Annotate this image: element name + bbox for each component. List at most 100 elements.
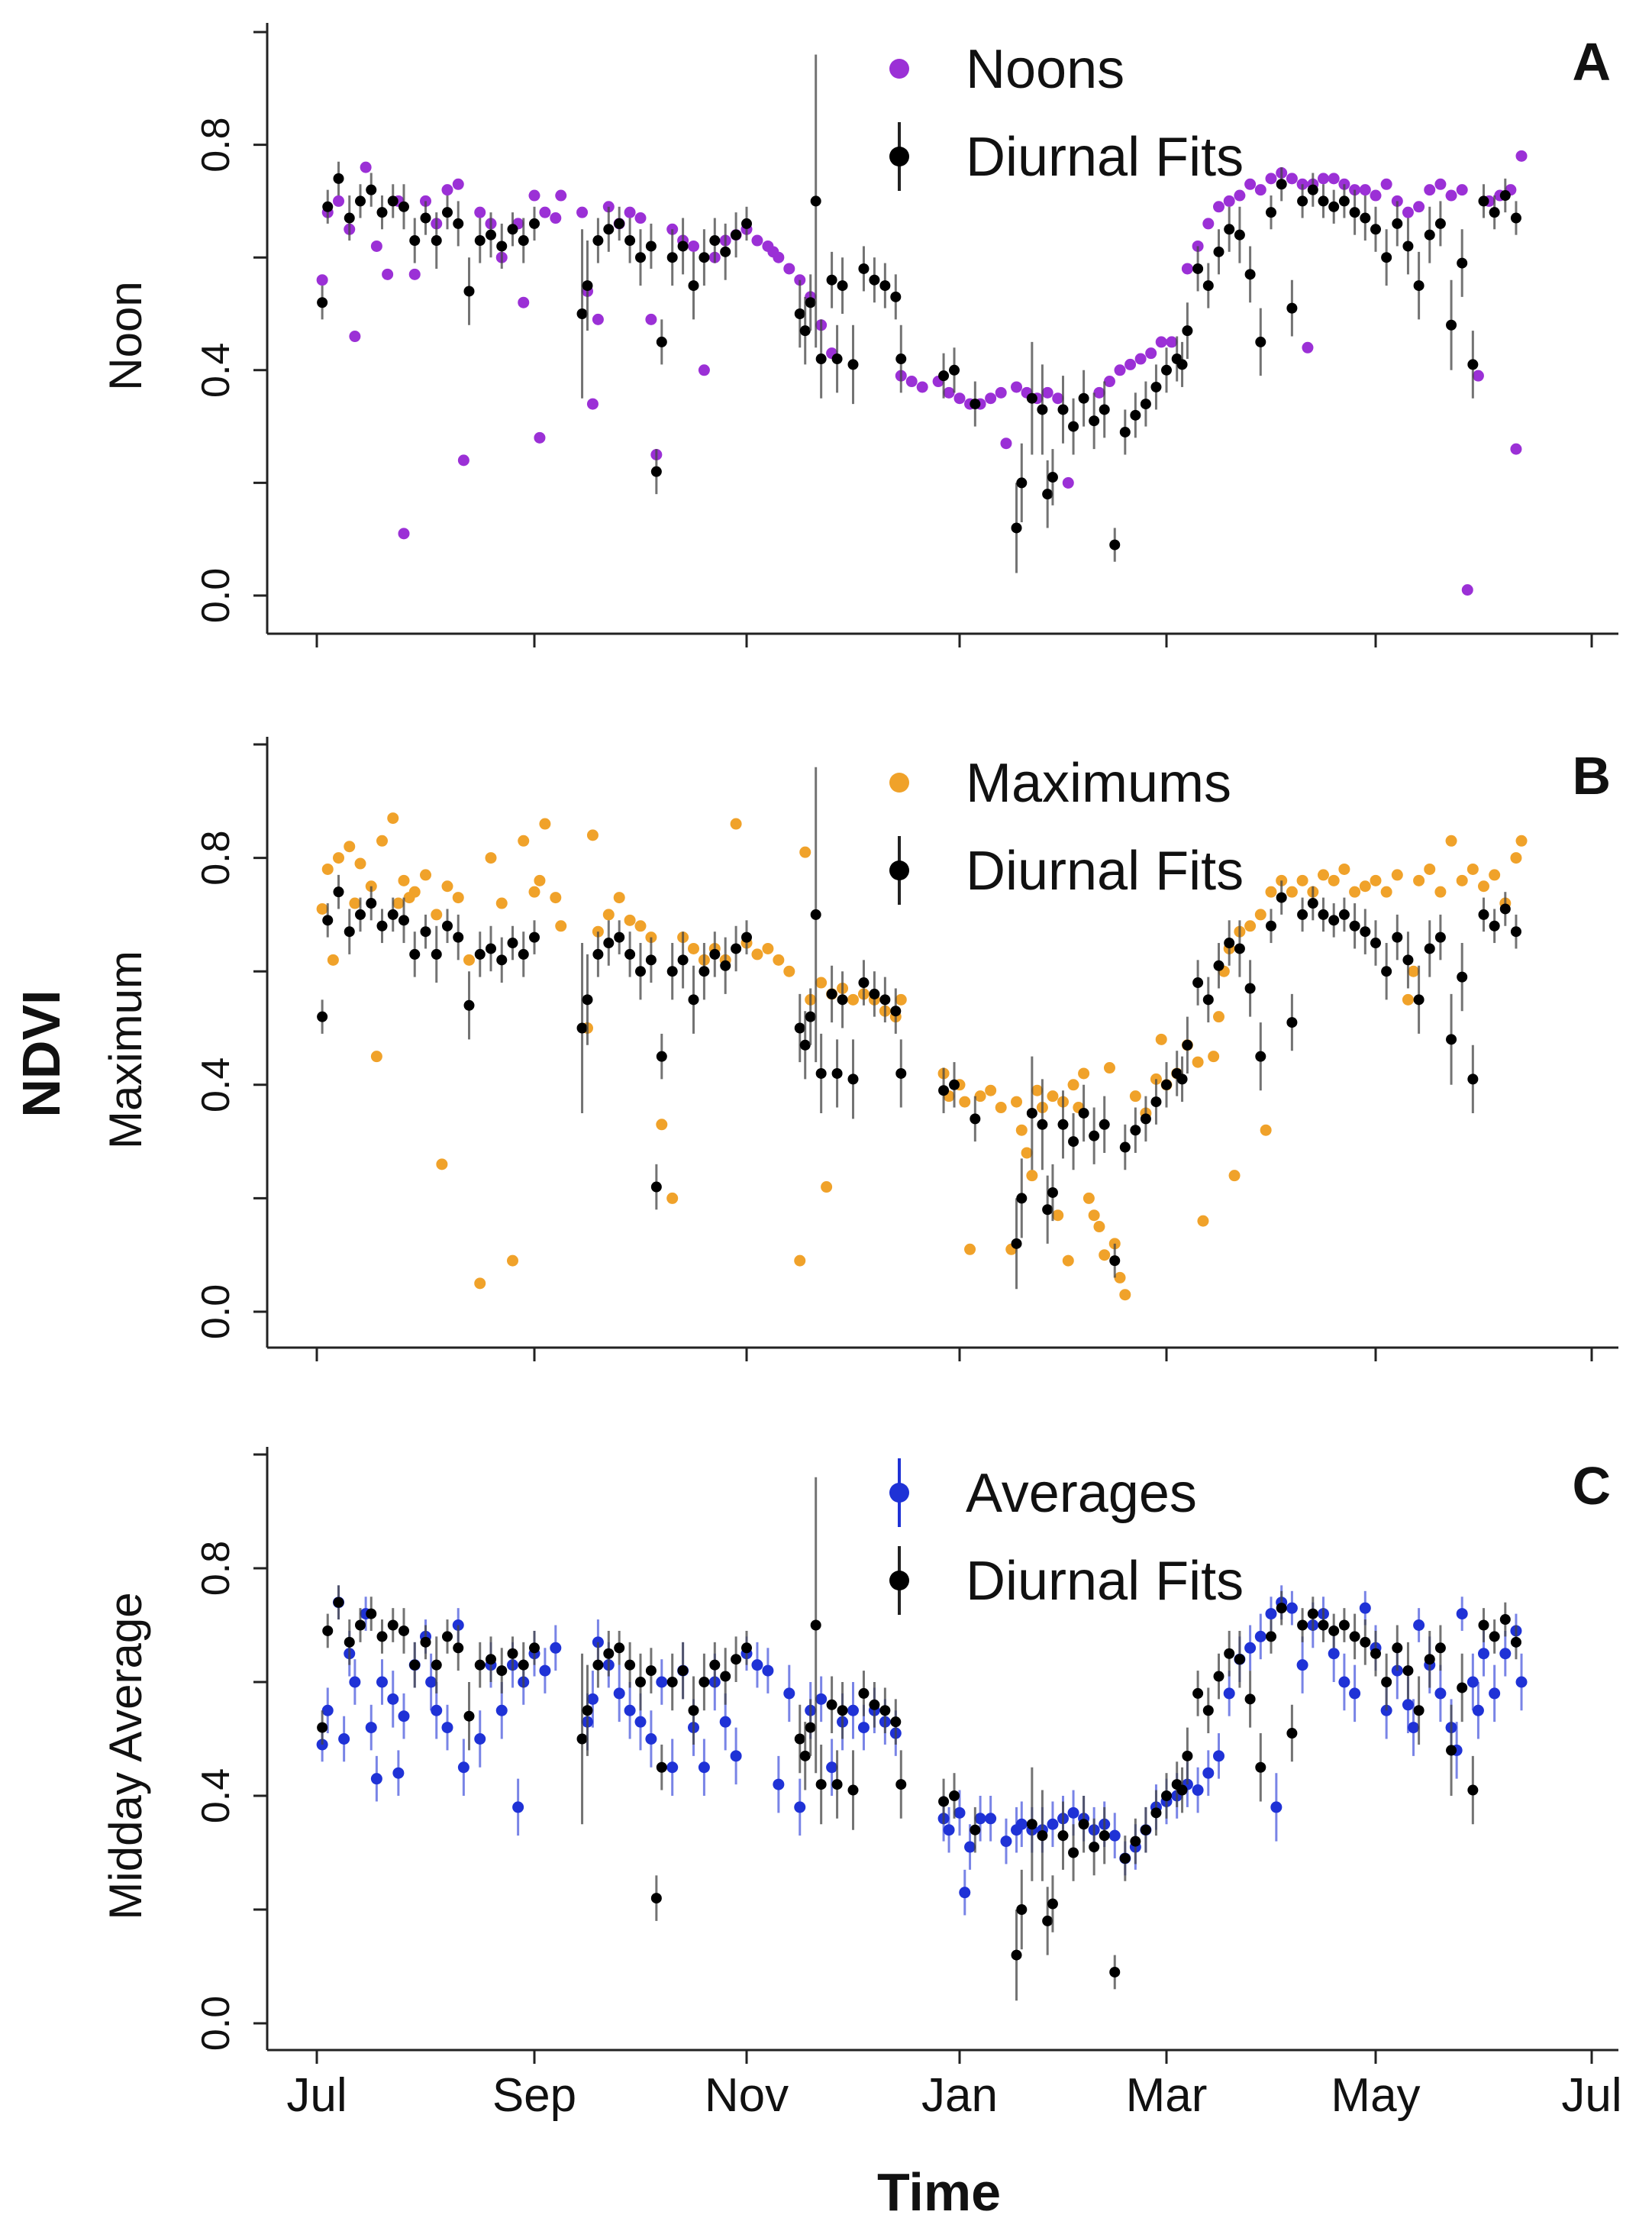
data-point: [1276, 179, 1287, 190]
data-point: [1182, 325, 1193, 337]
data-point: [1016, 1193, 1028, 1204]
data-point: [1296, 1659, 1308, 1671]
panel-b: 0.0 0.4 0.8 Maximum B Maximums Diurnal Fits: [100, 737, 1618, 1361]
data-point: [1472, 370, 1484, 382]
data-point: [953, 392, 966, 405]
data-point: [731, 943, 742, 954]
data-point: [333, 886, 344, 898]
data-point: [624, 206, 636, 218]
data-point: [1166, 336, 1178, 348]
data-point: [1510, 1636, 1521, 1648]
data-point: [486, 1654, 496, 1665]
data-point: [624, 1704, 636, 1716]
data-point: [974, 1813, 986, 1825]
data-point: [624, 914, 636, 926]
x-tick-label: Jan: [921, 2069, 998, 2122]
data-point: [1124, 358, 1137, 370]
x-tick-label: May: [1331, 2069, 1420, 2122]
data-point: [539, 1664, 551, 1677]
legend-marker: [889, 860, 909, 880]
data-point: [534, 431, 546, 444]
data-point: [1266, 920, 1276, 931]
data-point: [1510, 212, 1521, 224]
data-point: [1109, 1966, 1121, 1978]
data-point: [751, 1659, 763, 1671]
data-point: [1297, 195, 1308, 207]
data-point: [1119, 1852, 1131, 1864]
data-point: [512, 1801, 524, 1813]
data-point: [1202, 1705, 1214, 1716]
data-point: [709, 235, 721, 247]
data-point: [1286, 886, 1298, 898]
data-point: [1192, 1687, 1204, 1699]
data-point: [474, 948, 486, 960]
data-point: [773, 1778, 785, 1790]
data-point: [1254, 909, 1266, 921]
data-point: [810, 1619, 821, 1631]
data-point: [1359, 1602, 1371, 1614]
data-point: [1208, 1051, 1220, 1063]
panel-letter: C: [1572, 1456, 1611, 1516]
data-point: [1413, 874, 1425, 886]
data-point: [1413, 280, 1425, 292]
data-point: [1244, 920, 1257, 932]
data-point: [436, 1158, 448, 1170]
data-point: [645, 1733, 657, 1745]
data-point: [751, 948, 763, 961]
data-point: [1318, 173, 1329, 185]
data-point: [420, 926, 431, 938]
data-point: [485, 852, 497, 864]
data-point: [344, 1636, 355, 1648]
y-tick-label: 0.4: [194, 1768, 238, 1823]
data-point: [1392, 1642, 1403, 1654]
legend-marker: [889, 147, 909, 166]
data-point: [890, 1716, 902, 1728]
data-point: [1000, 1835, 1012, 1848]
data-point: [699, 966, 710, 977]
data-point: [1181, 263, 1193, 275]
data-point: [1489, 869, 1501, 881]
data-point: [1370, 1648, 1381, 1659]
data-point: [528, 189, 540, 202]
data-point: [1456, 874, 1468, 886]
data-point: [1255, 336, 1266, 347]
data-point: [720, 1671, 731, 1682]
data-point: [1202, 280, 1214, 292]
data-point: [582, 280, 593, 292]
data-point: [805, 1011, 816, 1022]
data-point: [614, 1642, 625, 1654]
data-point: [1213, 1011, 1224, 1023]
data-point: [794, 308, 805, 319]
data-point: [1510, 926, 1521, 938]
data-point: [1328, 1625, 1340, 1636]
data-point: [1103, 376, 1115, 388]
data-point: [1338, 1676, 1350, 1688]
data-point: [645, 1665, 657, 1677]
data-point: [1359, 184, 1371, 196]
data-point: [1130, 1835, 1141, 1847]
data-point: [1338, 195, 1350, 207]
data-point: [529, 218, 540, 229]
data-point: [794, 1022, 805, 1034]
data-point: [322, 1625, 334, 1636]
data-point: [1286, 1017, 1298, 1028]
data-point: [1083, 1192, 1095, 1204]
data-point: [1328, 874, 1340, 886]
data-point: [592, 948, 604, 960]
data-point: [1244, 1693, 1256, 1705]
data-point: [1370, 224, 1381, 235]
data-point: [463, 999, 475, 1011]
data-point: [1434, 178, 1447, 190]
data-point: [688, 942, 699, 954]
data-point: [741, 218, 752, 229]
data-point: [1457, 971, 1468, 983]
data-point: [1270, 1801, 1283, 1813]
data-point: [1370, 874, 1382, 886]
data-point: [420, 869, 431, 881]
legend-label: Diurnal Fits: [966, 127, 1244, 188]
data-point: [1047, 1898, 1058, 1910]
data-point: [650, 1893, 662, 1904]
data-point: [1286, 1728, 1298, 1739]
data-point: [1161, 1790, 1172, 1801]
data-point: [1202, 994, 1214, 1006]
